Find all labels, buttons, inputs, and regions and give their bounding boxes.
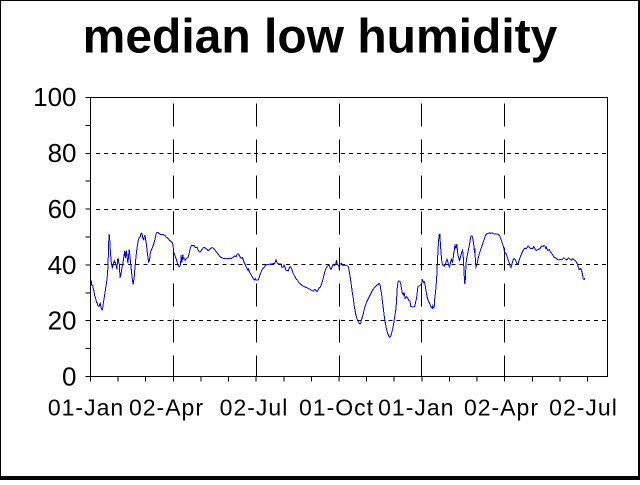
- svg-text:01-Jan: 01-Jan: [48, 395, 124, 421]
- svg-text:100: 100: [33, 82, 76, 112]
- svg-text:02-Apr: 02-Apr: [464, 395, 539, 421]
- svg-text:02-Apr: 02-Apr: [129, 395, 204, 421]
- svg-text:02-Jul: 02-Jul: [549, 395, 618, 421]
- svg-text:01-Oct: 01-Oct: [299, 395, 374, 421]
- svg-text:40: 40: [48, 250, 77, 280]
- svg-text:01-Jan: 01-Jan: [378, 395, 454, 421]
- svg-text:60: 60: [48, 194, 77, 224]
- svg-text:median low humidity: median low humidity: [83, 11, 558, 64]
- svg-text:0: 0: [62, 362, 76, 392]
- svg-text:20: 20: [48, 306, 77, 336]
- svg-text:80: 80: [48, 138, 77, 168]
- svg-text:02-Jul: 02-Jul: [220, 395, 289, 421]
